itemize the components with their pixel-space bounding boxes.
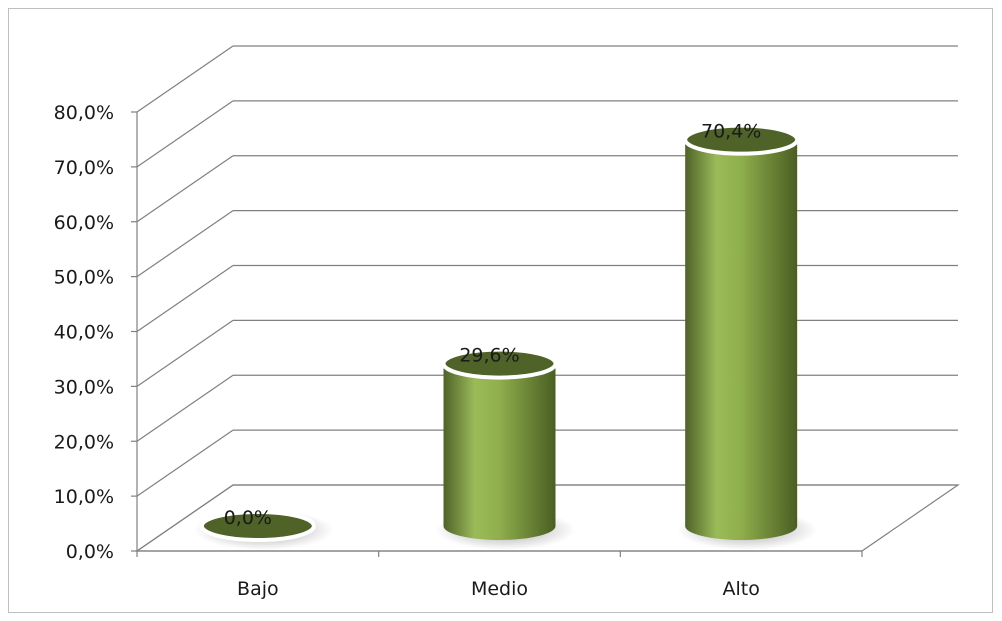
y-tick-label: 70,0% <box>54 157 114 179</box>
gridline-side <box>136 484 234 552</box>
gridline-side <box>136 45 234 113</box>
bar-top-cap <box>683 123 800 156</box>
gridline-side <box>136 265 234 332</box>
gridline-side <box>136 429 234 497</box>
gridline-side <box>136 374 234 442</box>
x-tick-label: Bajo <box>237 578 279 600</box>
bar-body <box>443 363 556 540</box>
data-label: 70,4% <box>701 121 761 143</box>
data-label: 29,6% <box>459 345 519 367</box>
x-tick-label: Medio <box>471 578 528 600</box>
data-label: 0,0% <box>224 507 272 529</box>
y-tick-label: 50,0% <box>54 267 114 289</box>
y-tick-label: 30,0% <box>54 376 114 398</box>
y-tick-label: 0,0% <box>66 541 114 563</box>
y-tick-label: 10,0% <box>54 486 114 508</box>
gridline-side <box>136 100 234 168</box>
gridline-side <box>136 155 234 223</box>
bar <box>677 123 818 550</box>
gridline-side <box>136 319 234 387</box>
x-tick-label: Alto <box>722 578 759 600</box>
bar-top-cap <box>199 510 316 542</box>
gridline-side <box>136 210 234 278</box>
y-tick-label: 40,0% <box>54 322 114 344</box>
bar <box>193 510 334 550</box>
y-tick-label: 80,0% <box>54 102 114 124</box>
y-tick-label: 60,0% <box>54 212 114 234</box>
bar-top-cap <box>441 347 558 380</box>
bar-body <box>685 139 798 540</box>
bar <box>435 347 576 550</box>
y-tick-label: 20,0% <box>54 431 114 453</box>
